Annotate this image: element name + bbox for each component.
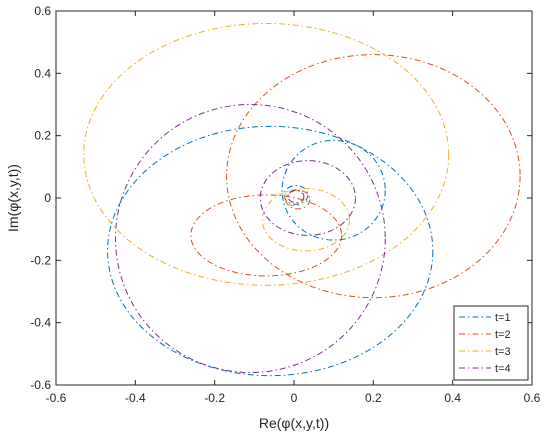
series-1-loop-3 [283,185,309,205]
x-tick-label: -0.4 [125,391,146,405]
y-tick-label: 0.6 [34,4,51,18]
x-axis-label: Re(φ(x,y,t)) [259,415,329,431]
legend-item-2: t=2 [459,329,511,341]
legend-item-4: t=4 [459,363,511,375]
series-2 [190,54,521,299]
x-tick-label: -0.6 [46,391,67,405]
y-tick-label: 0.4 [34,66,51,80]
series-2-loop-1 [226,54,521,299]
series-2-loop-3 [285,189,311,210]
y-tick-label: -0.2 [30,253,51,267]
tick-layer: -0.6 -0.4 -0.2 0 0.2 0.4 0.6 -0.6 -0.4 -0.2 0 0.2 0.… [30,4,540,405]
legend-label: t=4 [495,363,511,375]
y-tick-label: 0 [44,191,51,205]
x-tick-label: 0.4 [444,391,461,405]
series-layer [83,22,521,377]
series-4-loop-2 [259,160,356,236]
series-1-loop-1 [107,125,434,377]
x-tick-label: 0.2 [365,391,382,405]
x-tick-label: 0.6 [524,391,541,405]
y-axis-label: Im(φ(x,y,t)) [5,164,21,232]
x-tick-label: -0.2 [204,391,225,405]
series-1 [107,125,434,377]
legend-item-3: t=3 [459,346,511,358]
series-2-loop-2 [190,194,343,277]
legend-label: t=2 [495,329,511,341]
x-tick-label: 0 [291,391,298,405]
series-3-loop-2 [261,188,351,252]
legend-item-1: t=1 [459,312,511,324]
legend-label: t=1 [495,312,511,324]
y-tick-label: 0.2 [34,129,51,143]
legend: t=1 t=2 t=3 t=4 [453,305,529,381]
y-tick-label: -0.4 [30,316,51,330]
series-1-loop-2 [281,139,386,241]
series-4 [115,104,386,374]
series-4-loop-3 [287,189,305,204]
legend-label: t=3 [495,346,511,358]
y-tick-label: -0.6 [30,378,51,392]
series-3-loop-1 [83,22,450,286]
series-4-loop-1 [115,104,386,374]
